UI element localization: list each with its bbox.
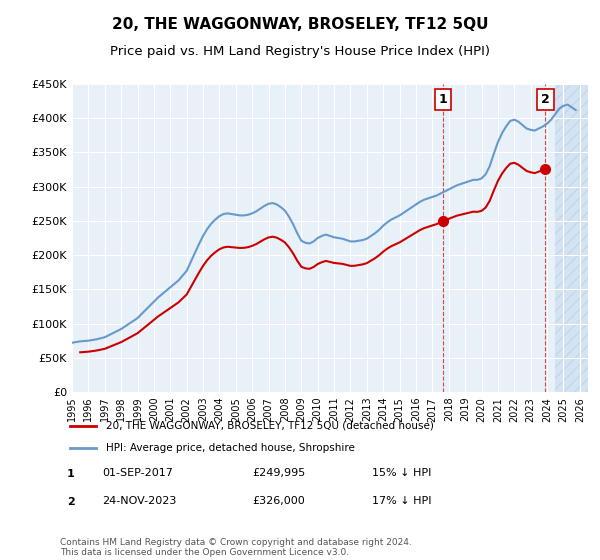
Text: HPI: Average price, detached house, Shropshire: HPI: Average price, detached house, Shro… <box>106 443 355 453</box>
Text: 20, THE WAGGONWAY, BROSELEY, TF12 5QU (detached house): 20, THE WAGGONWAY, BROSELEY, TF12 5QU (d… <box>106 421 434 431</box>
Text: 1: 1 <box>439 93 448 106</box>
Text: 24-NOV-2023: 24-NOV-2023 <box>102 496 176 506</box>
Text: £249,995: £249,995 <box>252 468 305 478</box>
Text: 1: 1 <box>67 469 74 479</box>
Text: 2: 2 <box>541 93 550 106</box>
Text: Contains HM Land Registry data © Crown copyright and database right 2024.
This d: Contains HM Land Registry data © Crown c… <box>60 538 412 557</box>
Text: Price paid vs. HM Land Registry's House Price Index (HPI): Price paid vs. HM Land Registry's House … <box>110 45 490 58</box>
Text: 20, THE WAGGONWAY, BROSELEY, TF12 5QU: 20, THE WAGGONWAY, BROSELEY, TF12 5QU <box>112 17 488 32</box>
Bar <box>555 84 588 392</box>
Text: 15% ↓ HPI: 15% ↓ HPI <box>372 468 431 478</box>
Text: 17% ↓ HPI: 17% ↓ HPI <box>372 496 431 506</box>
Text: 01-SEP-2017: 01-SEP-2017 <box>102 468 173 478</box>
Text: 2: 2 <box>67 497 74 507</box>
Text: £326,000: £326,000 <box>252 496 305 506</box>
